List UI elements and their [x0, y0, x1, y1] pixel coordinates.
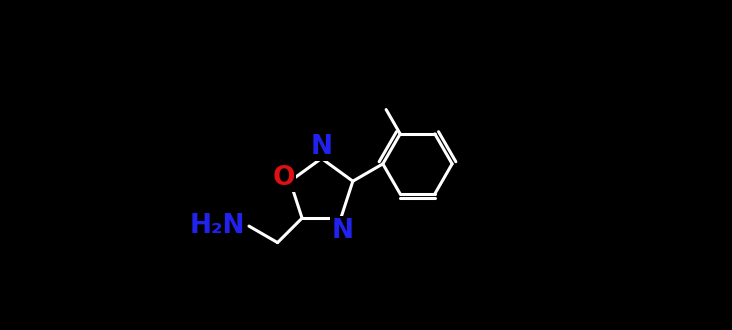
Text: N: N: [332, 218, 354, 244]
Text: H₂N: H₂N: [190, 213, 245, 239]
Text: N: N: [310, 134, 332, 160]
Text: O: O: [272, 165, 295, 191]
